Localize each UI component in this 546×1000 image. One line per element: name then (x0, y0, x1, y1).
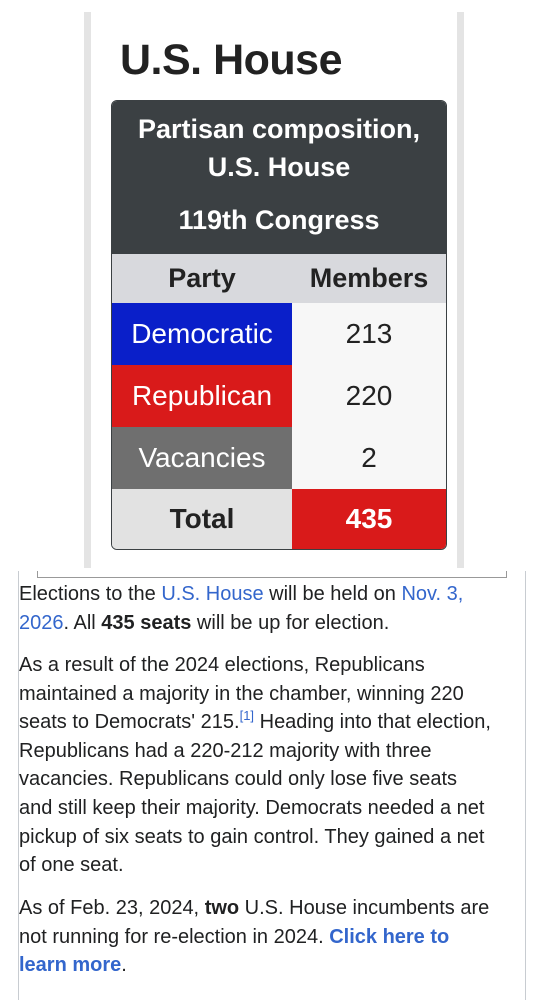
incumbents-paragraph: As of Feb. 23, 2024, two U.S. House incu… (19, 894, 495, 980)
text: . (121, 954, 127, 977)
composition-title-text: Partisan composition, U.S. House (137, 114, 421, 182)
party-cell: Vacancies (112, 427, 292, 489)
article-text-card (18, 571, 526, 1000)
total-value: 435 (292, 489, 446, 549)
members-cell: 220 (292, 365, 446, 427)
page-title: U.S. House (120, 36, 343, 84)
party-column-header: Party (168, 263, 236, 293)
us-house-link[interactable]: U.S. House (161, 583, 264, 605)
party-cell: Democratic (112, 303, 292, 365)
incumbents-count-bold: two (204, 897, 240, 919)
text: U.S. House incumbents are not running fo… (19, 897, 490, 948)
seats-bold: 435 seats (101, 611, 192, 634)
text: Elections to the (19, 583, 162, 605)
table-row-vacancies: Vacancies 2 (112, 427, 446, 489)
table-row-total: Total 435 (112, 489, 446, 549)
members-cell: 2 (292, 427, 446, 489)
results-paragraph: As a result of the 2024 elections, Repub… (19, 651, 495, 880)
total-label: Total (112, 489, 292, 549)
text: As a result of the 2024 elections, Repub… (19, 654, 464, 734)
composition-title: Partisan composition, U.S. House (112, 101, 446, 186)
learn-more-link[interactable]: Click here to learn more (19, 925, 450, 977)
table-row-democratic: Democratic 213 (112, 303, 446, 365)
text: . All (63, 611, 102, 634)
election-date-link[interactable]: Nov. 3, 2026 (19, 583, 464, 634)
text: As of Feb. 23, 2024, (19, 897, 205, 919)
composition-header: Partisan composition, U.S. House 119th C… (112, 101, 446, 254)
table-header-row: Party Members (112, 254, 446, 303)
text: will be up for election. (191, 611, 390, 634)
text: Heading into that election, Republicans … (19, 711, 491, 877)
footnote-ref-link[interactable]: [1] (239, 708, 255, 724)
text: will be held on (263, 583, 402, 605)
composition-congress: 119th Congress (178, 205, 380, 235)
table-row-republican: Republican 220 (112, 365, 446, 427)
members-column-header: Members (309, 263, 429, 293)
partisan-composition-box: Partisan composition, U.S. House 119th C… (111, 100, 447, 550)
party-cell: Republican (112, 365, 292, 427)
members-cell: 213 (292, 303, 446, 365)
elections-paragraph: Elections to the U.S. House will be held… (19, 580, 495, 637)
